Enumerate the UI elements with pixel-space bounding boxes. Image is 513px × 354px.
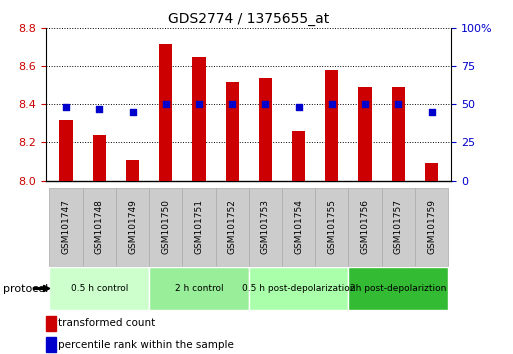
Text: 2 h control: 2 h control [174, 284, 223, 293]
FancyBboxPatch shape [348, 267, 448, 310]
Point [427, 109, 436, 115]
Point [328, 102, 336, 107]
FancyBboxPatch shape [415, 188, 448, 266]
Text: GSM101756: GSM101756 [361, 199, 369, 254]
Bar [46, 316, 56, 331]
FancyBboxPatch shape [348, 188, 382, 266]
Point [394, 102, 402, 107]
Point [62, 105, 70, 110]
Text: GSM101748: GSM101748 [95, 199, 104, 254]
Text: percentile rank within the sample: percentile rank within the sample [58, 339, 234, 350]
Text: GSM101755: GSM101755 [327, 199, 337, 254]
FancyBboxPatch shape [49, 267, 149, 310]
Text: GSM101752: GSM101752 [228, 199, 236, 254]
Bar [359, 87, 372, 181]
Text: GSM101750: GSM101750 [161, 199, 170, 254]
FancyBboxPatch shape [315, 188, 348, 266]
Text: 2h post-depolariztion: 2h post-depolariztion [350, 284, 446, 293]
FancyBboxPatch shape [249, 188, 282, 266]
Bar [259, 78, 272, 181]
Point [294, 105, 303, 110]
Bar [325, 70, 339, 181]
FancyBboxPatch shape [149, 267, 249, 310]
Text: protocol: protocol [3, 284, 48, 293]
Text: GSM101753: GSM101753 [261, 199, 270, 254]
Text: transformed count: transformed count [58, 318, 155, 329]
Text: 0.5 h control: 0.5 h control [71, 284, 128, 293]
Text: 0.5 h post-depolarization: 0.5 h post-depolarization [242, 284, 356, 293]
Bar [292, 131, 305, 181]
FancyBboxPatch shape [382, 188, 415, 266]
Text: GSM101759: GSM101759 [427, 199, 436, 254]
Point [228, 102, 236, 107]
Bar [391, 87, 405, 181]
Point [261, 102, 269, 107]
Title: GDS2774 / 1375655_at: GDS2774 / 1375655_at [168, 12, 329, 26]
Text: GSM101757: GSM101757 [394, 199, 403, 254]
Point [162, 102, 170, 107]
Bar [46, 337, 56, 352]
Point [95, 106, 104, 112]
FancyBboxPatch shape [83, 188, 116, 266]
FancyBboxPatch shape [282, 188, 315, 266]
Bar [226, 82, 239, 181]
Bar [192, 57, 206, 181]
FancyBboxPatch shape [215, 188, 249, 266]
Point [128, 109, 136, 115]
Bar [159, 44, 172, 181]
Bar [93, 135, 106, 181]
Point [361, 102, 369, 107]
Bar [126, 160, 139, 181]
Bar [425, 164, 438, 181]
Text: GSM101749: GSM101749 [128, 199, 137, 254]
Text: GSM101751: GSM101751 [194, 199, 204, 254]
Text: GSM101754: GSM101754 [294, 199, 303, 254]
FancyBboxPatch shape [182, 188, 215, 266]
Text: GSM101747: GSM101747 [62, 199, 71, 254]
Point [195, 102, 203, 107]
Bar [60, 120, 73, 181]
FancyBboxPatch shape [149, 188, 182, 266]
FancyBboxPatch shape [49, 188, 83, 266]
FancyBboxPatch shape [249, 267, 348, 310]
FancyBboxPatch shape [116, 188, 149, 266]
